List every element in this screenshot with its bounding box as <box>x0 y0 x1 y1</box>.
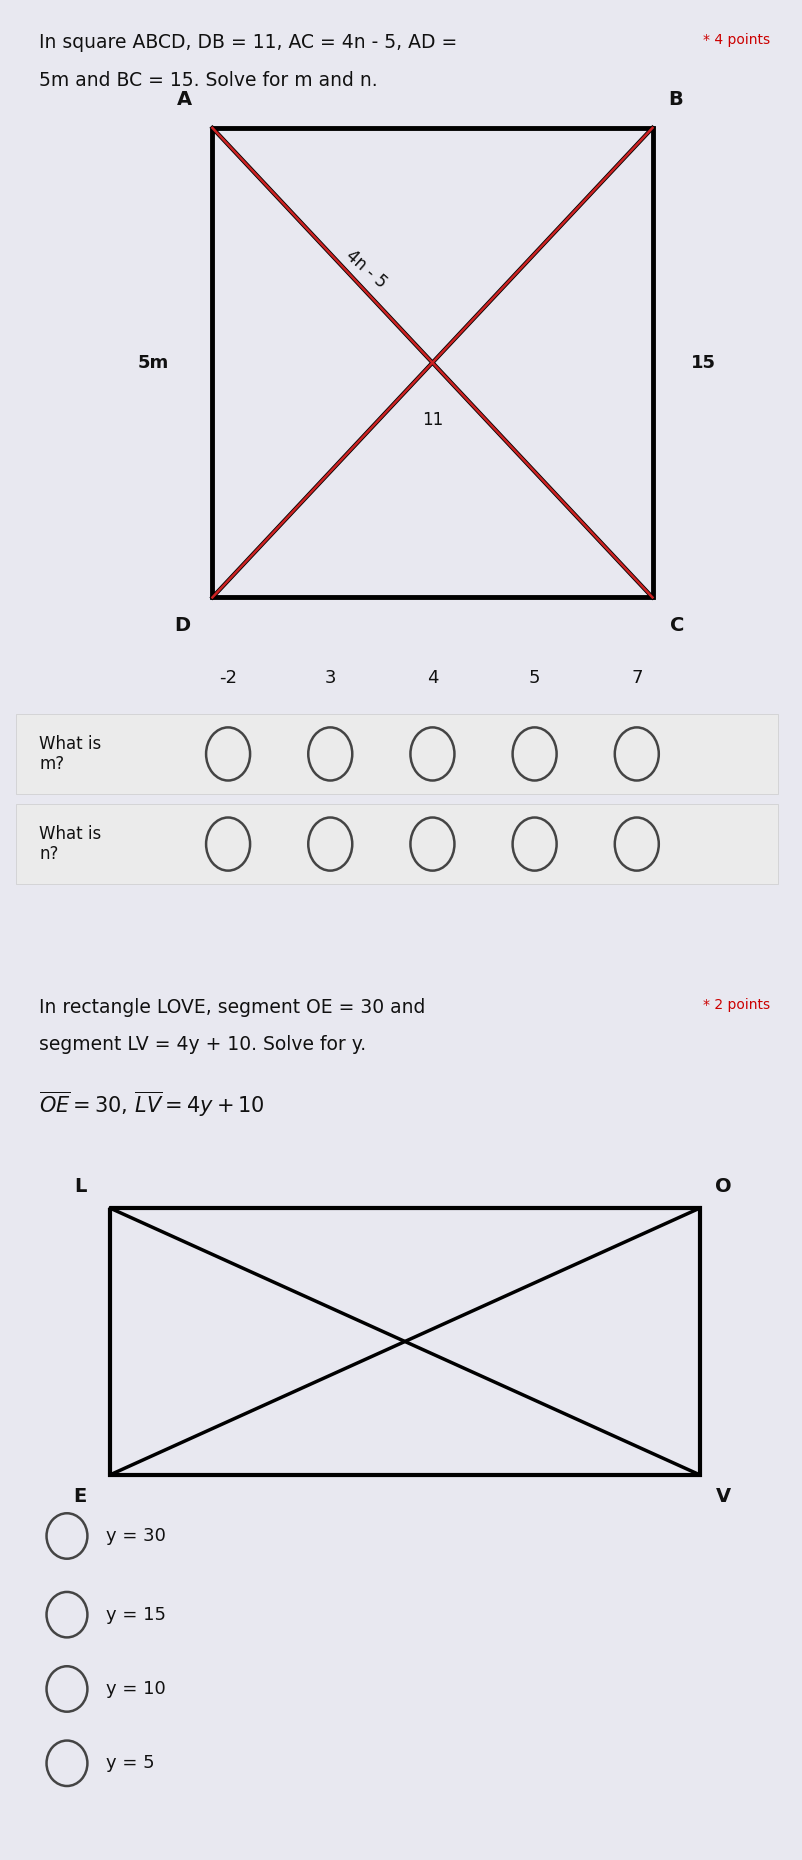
Text: 4n - 5: 4n - 5 <box>342 246 391 292</box>
Text: 3: 3 <box>325 670 336 686</box>
Text: y = 15: y = 15 <box>106 1605 166 1624</box>
Text: D: D <box>175 616 191 636</box>
Text: B: B <box>669 89 683 110</box>
FancyBboxPatch shape <box>16 804 778 884</box>
Text: y = 10: y = 10 <box>106 1680 166 1698</box>
Text: $\overline{OE}=30,\,\overline{LV}=4y+10$: $\overline{OE}=30,\,\overline{LV}=4y+10$ <box>39 1090 265 1120</box>
Text: O: O <box>715 1177 731 1196</box>
Text: 5: 5 <box>529 670 541 686</box>
Text: What is
n?: What is n? <box>39 824 102 863</box>
Text: y = 30: y = 30 <box>106 1527 166 1546</box>
Text: In rectangle LOVE, segment OE = 30 and: In rectangle LOVE, segment OE = 30 and <box>39 999 426 1017</box>
Text: In square ABCD, DB = 11, AC = 4n - 5, AD =: In square ABCD, DB = 11, AC = 4n - 5, AD… <box>39 33 458 52</box>
Text: What is
m?: What is m? <box>39 735 102 774</box>
Text: 11: 11 <box>422 411 443 428</box>
FancyBboxPatch shape <box>16 714 778 794</box>
Text: * 2 points: * 2 points <box>703 999 771 1012</box>
Text: y = 5: y = 5 <box>106 1754 155 1773</box>
Text: -2: -2 <box>219 670 237 686</box>
Text: C: C <box>670 616 685 636</box>
Text: segment LV = 4y + 10. Solve for y.: segment LV = 4y + 10. Solve for y. <box>39 1034 367 1055</box>
Text: E: E <box>74 1488 87 1507</box>
Text: 5m: 5m <box>138 353 169 372</box>
Text: 7: 7 <box>631 670 642 686</box>
Text: L: L <box>74 1177 87 1196</box>
Text: 5m and BC = 15. Solve for m and n.: 5m and BC = 15. Solve for m and n. <box>39 71 378 89</box>
Text: 4: 4 <box>427 670 438 686</box>
Text: 15: 15 <box>691 353 716 372</box>
Text: A: A <box>177 89 192 110</box>
Text: V: V <box>715 1488 731 1507</box>
Text: * 4 points: * 4 points <box>703 33 771 46</box>
